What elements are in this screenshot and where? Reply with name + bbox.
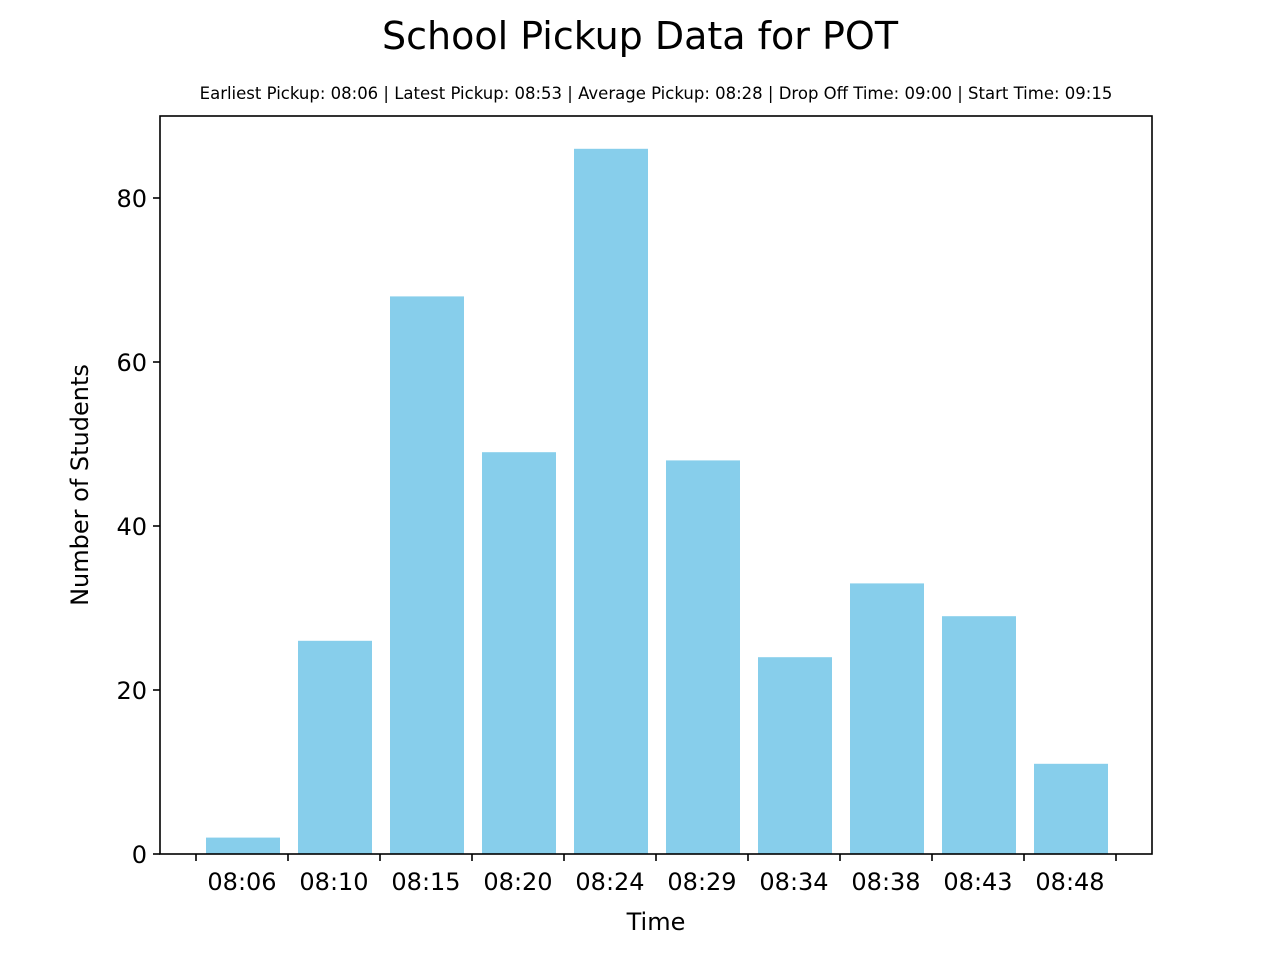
x-tick-label: 08:24 xyxy=(575,868,644,896)
bar-0806 xyxy=(206,837,280,854)
x-tick-label: 08:38 xyxy=(851,868,920,896)
bar-0820 xyxy=(482,452,556,854)
bar-0838 xyxy=(850,583,924,854)
bar-0829 xyxy=(666,460,740,854)
y-tick-label: 40 xyxy=(116,513,147,541)
plot-frame xyxy=(159,115,1153,855)
y-axis-label: Number of Students xyxy=(66,364,94,606)
y-tick-label: 60 xyxy=(116,349,147,377)
y-tick-label: 0 xyxy=(132,841,147,869)
bar-0848 xyxy=(1034,763,1108,854)
x-tick-label: 08:10 xyxy=(299,868,368,896)
x-tick-label: 08:43 xyxy=(943,868,1012,896)
chart-subtitle: Earliest Pickup: 08:06 | Latest Pickup: … xyxy=(200,84,1113,103)
x-axis-ticks: 08:06 08:10 08:15 08:20 08:24 08:29 08:34 08:38… xyxy=(195,854,1117,896)
bar-0824 xyxy=(574,148,648,855)
y-axis-ticks: 0 20 40 60 80 xyxy=(116,185,160,869)
y-tick-label: 80 xyxy=(116,185,147,213)
x-tick-label: 08:34 xyxy=(759,868,828,896)
x-tick-label: 08:29 xyxy=(667,868,736,896)
y-tick-label: 20 xyxy=(116,677,147,705)
x-tick-label: 08:06 xyxy=(207,868,276,896)
bars-group xyxy=(206,148,1108,855)
bar-0810 xyxy=(298,640,372,854)
bar-0815 xyxy=(390,296,464,854)
x-axis-label: Time xyxy=(626,908,686,936)
x-tick-label: 08:48 xyxy=(1035,868,1104,896)
bar-0843 xyxy=(942,616,1016,854)
bar-0834 xyxy=(758,657,832,854)
x-tick-label: 08:15 xyxy=(391,868,460,896)
x-tick-label: 08:20 xyxy=(483,868,552,896)
chart-title: School Pickup Data for POT xyxy=(382,14,899,58)
